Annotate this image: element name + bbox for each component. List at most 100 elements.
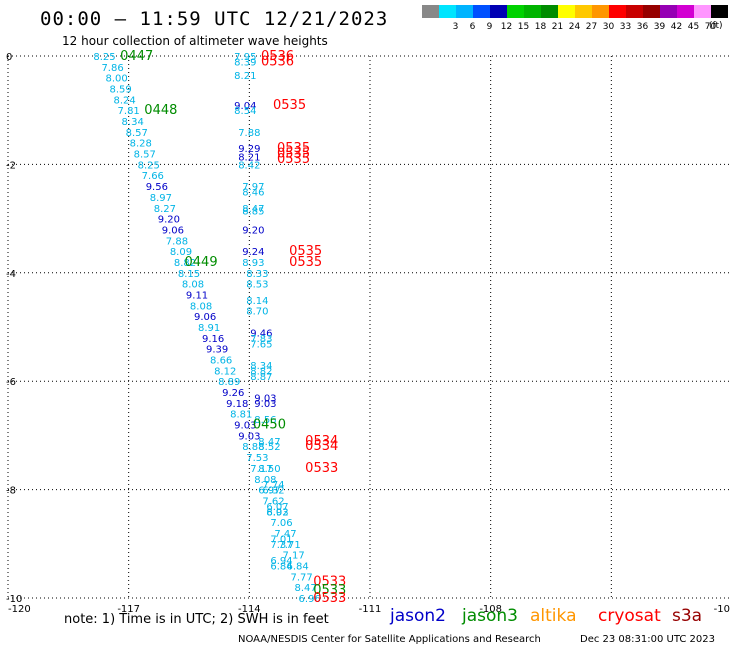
time-label: 0535: [277, 147, 310, 162]
swh-label: 7.71: [278, 540, 300, 551]
swh-label: 9.16: [202, 334, 224, 345]
swh-label: 6.96: [299, 594, 321, 605]
swh-label: 8.12: [214, 366, 236, 377]
legend-swatch: [592, 5, 609, 18]
swh-label: 8.57: [126, 128, 148, 139]
time-label: 0533: [305, 461, 338, 476]
time-label: 0535: [277, 141, 310, 156]
swh-label: 8.15: [178, 269, 200, 280]
legend-label: 3: [452, 22, 459, 32]
swh-label: 8.56: [254, 415, 276, 426]
y-tick-label: -6: [6, 377, 16, 388]
legend-swatch: [541, 5, 558, 18]
swh-label: 7.62: [262, 496, 284, 507]
swh-label: 8.08: [190, 301, 212, 312]
swh-label: 9.29: [238, 144, 260, 155]
y-tick-label: -10: [6, 594, 22, 605]
note-text: note: 1) Time is in UTC; 2) SWH is in fe…: [64, 612, 329, 627]
swh-label: 8.00: [105, 74, 127, 85]
legend-swatch: [643, 5, 660, 18]
swh-label: 8.46: [242, 188, 264, 199]
swh-label: 9.03: [254, 393, 276, 404]
swh-label: 8.34: [250, 361, 272, 372]
swh-label: 8.81: [230, 410, 252, 421]
legend-swatch: [660, 5, 677, 18]
legend-swatch: [694, 5, 711, 18]
satellite-label-s3a: s3a: [672, 606, 703, 626]
swh-label: 7.95: [234, 52, 256, 63]
swh-label: 7.17: [250, 464, 272, 475]
swh-label: 8.85: [242, 206, 264, 217]
swh-label: 8.87: [250, 372, 272, 383]
swh-label: 7.97: [242, 182, 264, 193]
time-label: 0447: [120, 49, 153, 64]
legend-swatch: [473, 5, 490, 18]
x-tick-label: -114: [238, 604, 261, 615]
swh-label: 9.56: [146, 182, 168, 193]
legend-label: 18: [534, 22, 547, 32]
legend-swatch: [490, 5, 507, 18]
swh-label: 8.14: [246, 296, 268, 307]
time-label: 0534: [305, 439, 338, 454]
time-label: 0534: [305, 434, 338, 449]
swh-label: 9.03: [234, 421, 256, 432]
legend-swatch: [422, 5, 439, 18]
legend-swatch: [507, 5, 524, 18]
x-tick-label: -111: [359, 604, 382, 615]
legend-swatch: [456, 5, 473, 18]
time-label: 0535: [273, 98, 306, 113]
swh-label: 9.26: [222, 388, 244, 399]
swh-label: 7.81: [118, 106, 140, 117]
swh-label: 8.03: [266, 507, 288, 518]
swh-label: 8.97: [150, 193, 172, 204]
swh-label: 9.11: [186, 290, 208, 301]
legend-label: 39: [653, 22, 666, 32]
swh-label: 8.28: [130, 139, 152, 150]
legend-swatch: [558, 5, 575, 18]
satellite-label-cryosat: cryosat: [598, 606, 661, 626]
swh-label: 8.21: [234, 71, 256, 82]
y-tick-label: -4: [6, 269, 16, 280]
legend-label: 15: [517, 22, 530, 32]
swh-label: 8.53: [246, 280, 268, 291]
legend-label: 12: [500, 22, 513, 32]
swh-label: 8.52: [258, 442, 280, 453]
time-label: 0535: [277, 152, 310, 167]
swh-label: 9.03: [238, 431, 260, 442]
swh-label: 8.82: [250, 366, 272, 377]
swh-label: 8.70: [246, 307, 268, 318]
swh-label: 7.74: [262, 480, 284, 491]
swh-label: 6.94: [270, 556, 292, 567]
swh-label: 7.06: [270, 518, 292, 529]
swh-label: 8.91: [198, 323, 220, 334]
legend-label: 9: [486, 22, 493, 32]
swh-label: 8.47: [242, 204, 264, 215]
swh-label: 7.88: [166, 236, 188, 247]
x-tick-label: -117: [117, 604, 140, 615]
legend-swatch: [439, 5, 456, 18]
swh-label: 8.33: [246, 269, 268, 280]
swh-label: 8.08: [182, 280, 204, 291]
swh-label: 9.24: [242, 247, 264, 258]
legend-label: 70: [704, 22, 717, 32]
swh-label: 8.47: [258, 437, 280, 448]
legend-label: 6: [469, 22, 476, 32]
swh-label: 8.09: [170, 247, 192, 258]
time-label: 0450: [253, 418, 286, 433]
swh-label: 8.50: [258, 464, 280, 475]
legend-label: 45: [687, 22, 700, 32]
time-label: 0448: [144, 103, 177, 118]
swh-label: 9.04: [234, 101, 256, 112]
swh-label: 7.53: [246, 453, 268, 464]
swh-label: 8.66: [210, 356, 232, 367]
axis-tick-labels: -120 -117 -114 -111 -108 -10 0 -2 -4 -6 -8 -10: [6, 52, 730, 615]
legend-swatch: [524, 5, 541, 18]
swh-label: 7.88: [238, 128, 260, 139]
swh-label: 9.20: [158, 215, 180, 226]
swh-label: 8.24: [114, 95, 136, 106]
time-label: 0536: [261, 54, 294, 69]
time-label: 0449: [185, 255, 218, 270]
legend-unit: (ft): [709, 21, 723, 31]
swh-label: 9.03: [254, 399, 276, 410]
